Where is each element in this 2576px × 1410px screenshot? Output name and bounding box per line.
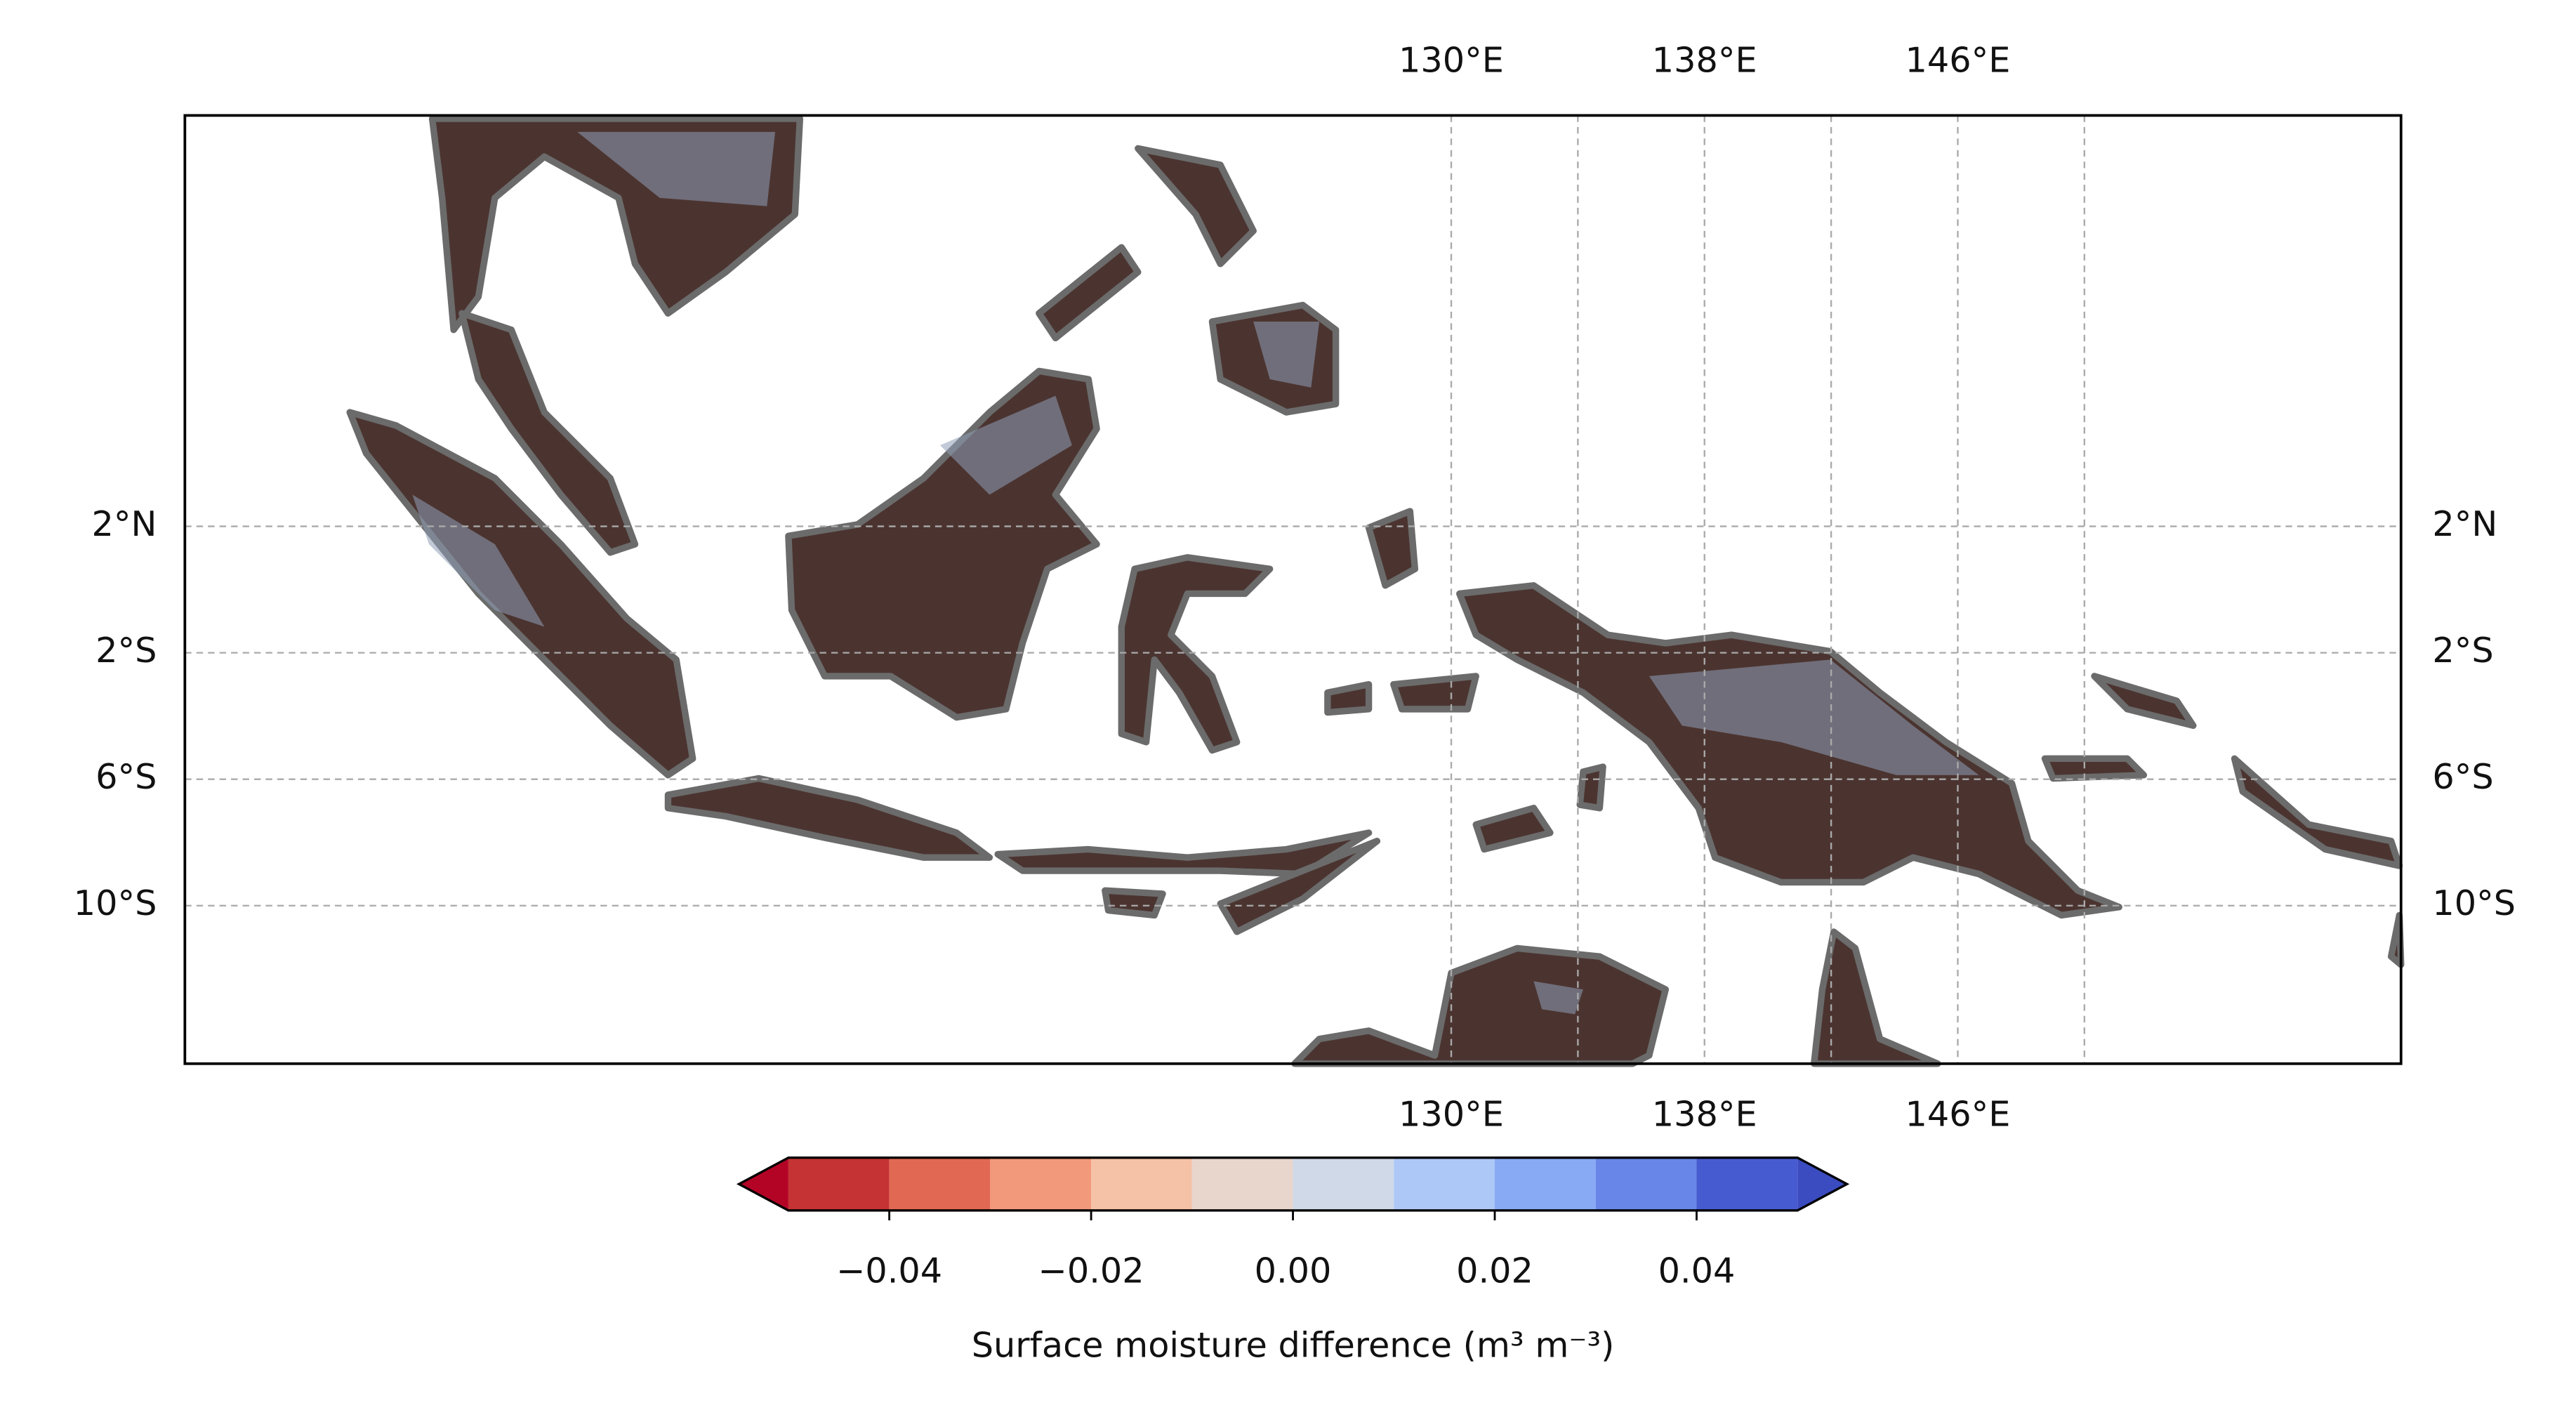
colorbar-bin [788, 1157, 890, 1211]
colorbar-bin [1293, 1157, 1394, 1211]
lat-label-left: 2°N [92, 503, 157, 544]
colorbar-tick-label: −0.02 [1038, 1251, 1144, 1291]
gridlines [185, 115, 2401, 1064]
colorbar: −0.04 −0.02 0.00 0.02 0.04 [736, 1157, 1850, 1291]
colorbar-bin [1191, 1157, 1293, 1211]
colorbar-extend-low [739, 1157, 788, 1211]
lat-label-right: 2°S [2432, 630, 2493, 671]
lon-label-top: 138°E [1652, 40, 1757, 81]
colorbar-extend-high [1797, 1157, 1847, 1211]
colorbar-bin [1394, 1157, 1495, 1211]
lon-label-top: 130°E [1399, 40, 1504, 81]
colorbar-tick-label: −0.04 [836, 1251, 942, 1291]
lat-label-left: 10°S [74, 883, 157, 923]
lon-label-bottom: 138°E [1652, 1093, 1757, 1134]
lon-label-bottom: 146°E [1905, 1093, 2011, 1134]
lat-label-left: 6°S [95, 756, 157, 797]
colorbar-label: Surface moisture difference (m³ m⁻³) [972, 1324, 1615, 1365]
colorbar-bin [990, 1157, 1092, 1211]
colorbar-tick-label: 0.00 [1255, 1251, 1332, 1291]
lon-label-bottom: 130°E [1399, 1093, 1504, 1134]
lat-label-right: 10°S [2432, 883, 2516, 923]
lon-label-top: 146°E [1905, 40, 2011, 81]
colorbar-bin [1696, 1157, 1798, 1211]
colorbar-bin [1091, 1157, 1192, 1211]
colorbar-tick-label: 0.04 [1658, 1251, 1736, 1291]
axis-labels: 130°E 130°E 138°E 138°E 146°E 146°E 2°N 2°N 2°S 2… [74, 40, 2516, 1135]
lat-label-right: 2°N [2432, 503, 2497, 544]
colorbar-outline [736, 1157, 1850, 1212]
colorbar-bin [1495, 1157, 1596, 1211]
land [346, 115, 2405, 1067]
map-frame [183, 114, 2403, 1065]
lat-label-left: 2°S [95, 630, 157, 671]
lat-label-right: 6°S [2432, 756, 2493, 797]
colorbar-tick-label: 0.02 [1456, 1251, 1533, 1291]
colorbar-bin [1595, 1157, 1697, 1211]
colorbar-bin [889, 1157, 991, 1211]
